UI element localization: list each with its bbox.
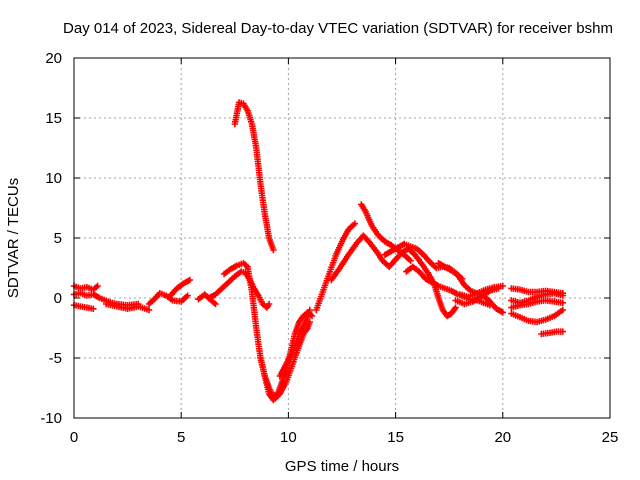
data-point-markers [313, 220, 359, 314]
data-point-markers [103, 300, 153, 314]
data-point-markers [145, 290, 191, 308]
data-point-markers [538, 328, 566, 338]
data-point-markers [167, 276, 193, 299]
x-axis-label: GPS time / hours [285, 458, 399, 475]
y-axis-label: SDTVAR / TECUs [5, 178, 22, 298]
x-tick-label: 20 [494, 429, 511, 446]
data-point-markers [276, 306, 313, 380]
y-tick-label: 15 [45, 110, 62, 127]
data-series [70, 99, 566, 404]
x-tick-label: 15 [387, 429, 404, 446]
series-arc-13 [313, 220, 359, 314]
series-arc-24 [508, 297, 566, 311]
grid [74, 58, 610, 418]
chart-title: Day 014 of 2023, Sidereal Day-to-day VTE… [63, 20, 613, 37]
data-point-markers [328, 232, 399, 284]
axis-ticks [73, 57, 611, 419]
series-arc-25 [508, 306, 566, 326]
data-point-markers [231, 99, 277, 254]
data-point-markers [70, 302, 97, 312]
data-point-markers [508, 306, 566, 326]
series-arc-10 [257, 318, 313, 404]
x-tick-label: 25 [602, 429, 619, 446]
series-arc-14 [328, 232, 399, 284]
series-arc-26 [538, 328, 566, 338]
data-point-markers [452, 285, 502, 308]
data-point-markers [508, 297, 566, 311]
y-tick-label: -5 [49, 350, 62, 367]
series-arc-21 [452, 285, 502, 308]
y-tick-label: 10 [45, 170, 62, 187]
x-tick-label: 10 [280, 429, 297, 446]
x-tick-labels: 0 5 10 15 20 25 [70, 429, 619, 446]
series-arc-4 [103, 300, 153, 314]
x-tick-label: 5 [177, 429, 185, 446]
y-tick-labels: -10 -5 0 5 10 15 20 [40, 50, 62, 427]
series-arc-12 [231, 99, 277, 254]
series-arc-6 [167, 276, 193, 299]
y-tick-label: 0 [54, 290, 62, 307]
y-tick-label: 20 [45, 50, 62, 67]
series-arc-3 [70, 302, 97, 312]
data-point-markers [257, 318, 313, 404]
series-arc-5 [145, 290, 191, 308]
y-tick-label: -10 [40, 410, 62, 427]
series-arc-11 [276, 306, 313, 380]
x-tick-label: 0 [70, 429, 78, 446]
y-tick-label: 5 [54, 230, 62, 247]
